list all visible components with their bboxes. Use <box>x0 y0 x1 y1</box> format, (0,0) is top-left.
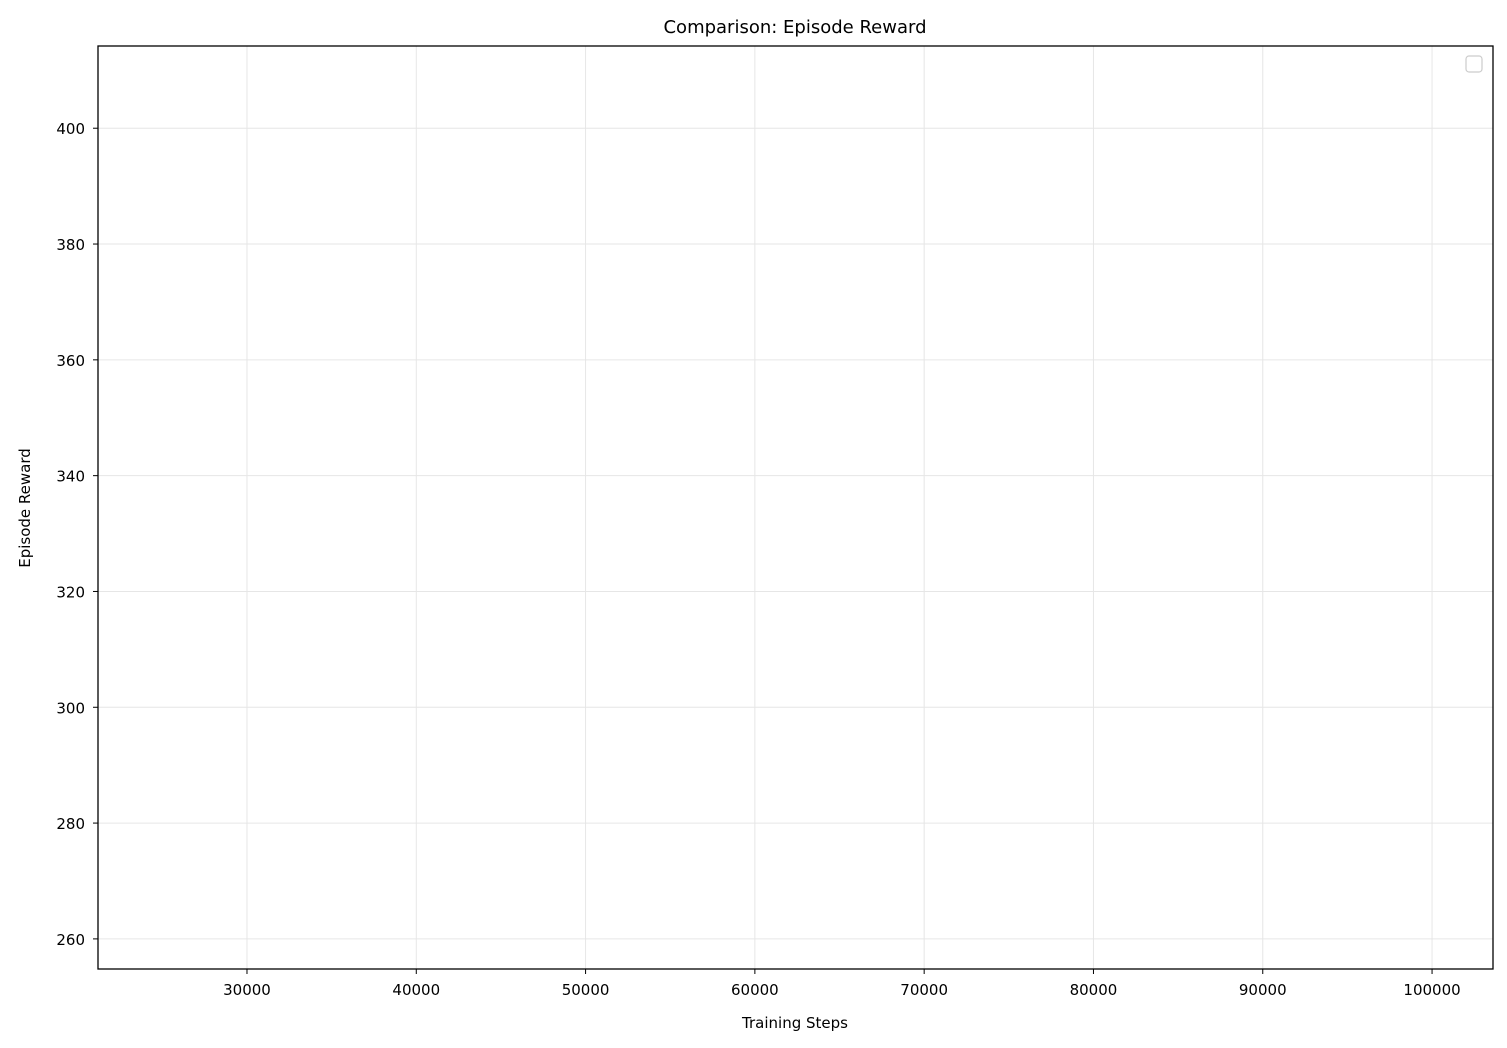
x-axis-title: Training Steps <box>741 1014 848 1032</box>
x-tick-label: 80000 <box>1070 981 1118 999</box>
legend-box <box>1465 55 1483 73</box>
x-tick-label: 100000 <box>1403 981 1460 999</box>
y-axis-ticks: 260 280 300 320 340 360 380 400 <box>56 120 98 949</box>
x-tick-label: 50000 <box>562 981 610 999</box>
grid-layer <box>98 46 1493 969</box>
x-tick-label: 90000 <box>1239 981 1287 999</box>
x-tick-label: 60000 <box>731 981 779 999</box>
x-tick-label: 40000 <box>392 981 440 999</box>
plot-frame <box>97 45 1494 970</box>
y-tick-label: 340 <box>56 468 85 486</box>
y-axis-title: Episode Reward <box>16 448 34 568</box>
y-tick-label: 280 <box>56 815 85 833</box>
y-tick-label: 260 <box>56 931 85 949</box>
y-tick-label: 380 <box>56 236 85 254</box>
x-axis-ticks: 30000 40000 50000 60000 70000 80000 90000 10000… <box>223 969 1461 999</box>
x-tick-label: 70000 <box>900 981 948 999</box>
x-tick-label: 30000 <box>223 981 271 999</box>
y-tick-label: 400 <box>56 120 85 138</box>
y-tick-label: 320 <box>56 583 85 601</box>
y-tick-label: 360 <box>56 352 85 370</box>
chart-title: Comparison: Episode Reward <box>663 17 926 38</box>
y-tick-label: 300 <box>56 699 85 717</box>
